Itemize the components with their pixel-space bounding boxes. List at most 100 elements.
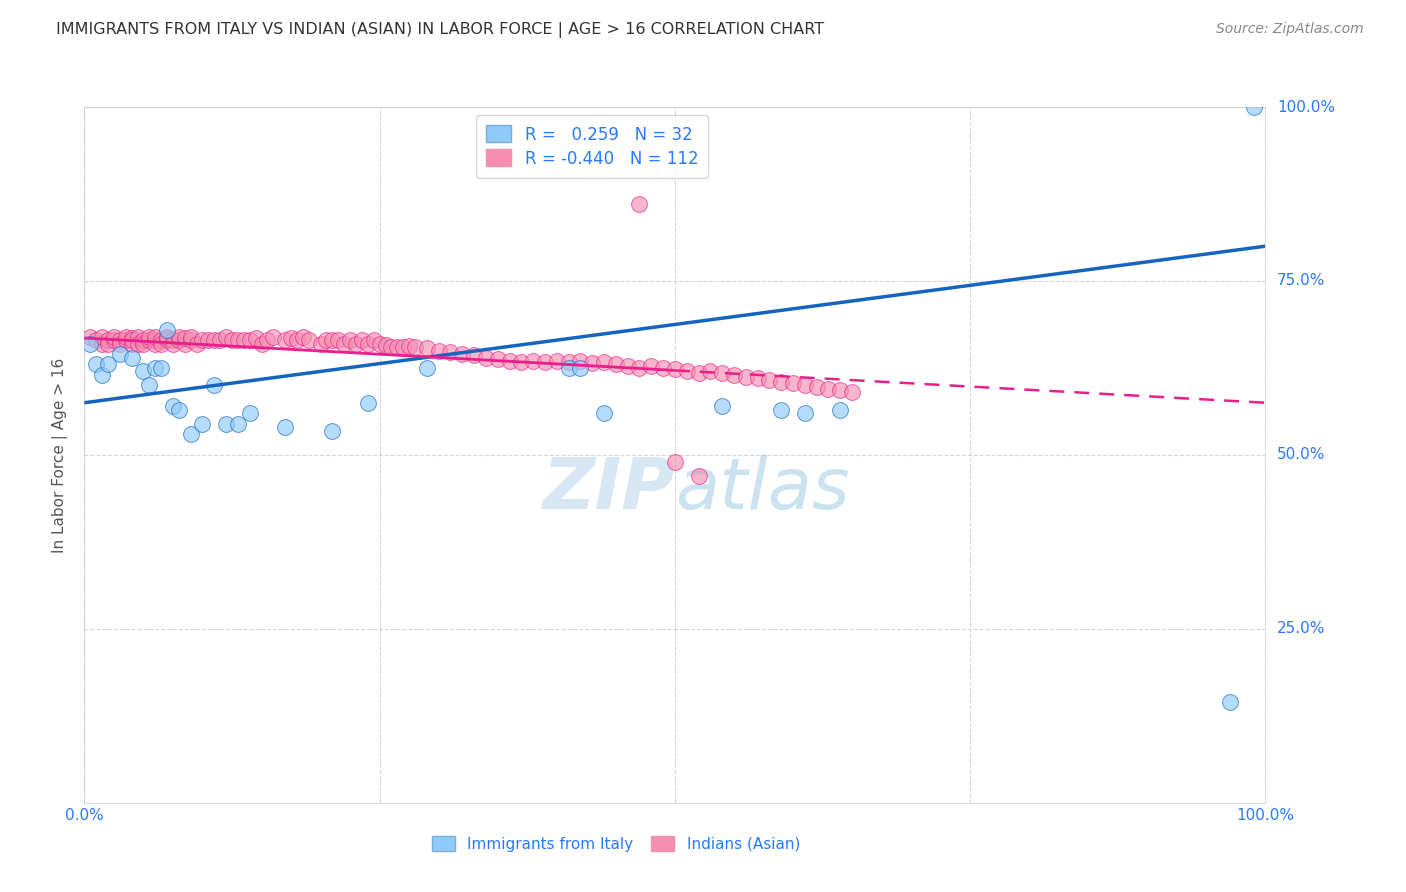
Point (156, 323, 179, 337)
Point (333, 336, 356, 351)
Point (150, 333, 173, 347)
Point (830, 402, 852, 417)
Point (239, 333, 262, 347)
Point (162, 399, 184, 413)
Point (121, 331, 143, 345)
Point (97, 333, 120, 347)
Point (285, 333, 308, 347)
Point (1219, 695, 1241, 709)
Point (557, 355, 579, 369)
Point (723, 368, 745, 382)
Text: 50.0%: 50.0% (1277, 448, 1326, 462)
Text: IMMIGRANTS FROM ITALY VS INDIAN (ASIAN) IN LABOR FORCE | AGE > 16 CORRELATION CH: IMMIGRANTS FROM ITALY VS INDIAN (ASIAN) … (56, 22, 824, 38)
Point (830, 383, 852, 397)
Point (91, 368, 114, 382)
Point (167, 333, 190, 347)
Point (132, 364, 155, 378)
Point (439, 345, 461, 359)
Point (167, 329, 190, 343)
Point (841, 385, 863, 400)
Point (103, 329, 125, 343)
Point (427, 343, 450, 358)
Point (156, 333, 179, 347)
Point (664, 362, 686, 376)
Point (143, 336, 166, 351)
Point (280, 331, 302, 345)
Point (640, 359, 662, 373)
Text: 75.0%: 75.0% (1277, 274, 1326, 288)
Point (162, 336, 184, 351)
Point (416, 342, 439, 356)
Point (398, 339, 420, 353)
Point (569, 354, 592, 368)
Point (167, 402, 190, 417)
Point (344, 336, 367, 351)
Point (138, 329, 160, 343)
Point (215, 417, 238, 431)
Point (84, 358, 107, 372)
Point (374, 338, 396, 352)
Point (782, 376, 804, 391)
Point (226, 417, 249, 431)
Point (664, 455, 686, 469)
Point (793, 406, 815, 420)
Point (688, 468, 710, 483)
Point (498, 354, 520, 368)
Point (534, 355, 557, 369)
Point (628, 360, 651, 375)
Point (91, 329, 114, 343)
Point (221, 333, 243, 347)
Point (162, 333, 184, 347)
Point (546, 354, 568, 368)
Point (108, 347, 131, 361)
Point (114, 333, 136, 347)
Point (581, 356, 603, 370)
Point (628, 197, 651, 211)
Point (150, 360, 173, 375)
Point (357, 336, 380, 351)
Point (758, 373, 780, 387)
Point (475, 351, 498, 365)
Point (339, 333, 361, 347)
Point (143, 333, 166, 347)
Point (416, 360, 439, 375)
Point (363, 333, 385, 347)
Point (699, 364, 721, 378)
Text: ZIP: ZIP (543, 455, 675, 524)
Point (79, 336, 101, 351)
Point (463, 348, 485, 362)
Point (557, 360, 579, 375)
Point (321, 333, 343, 347)
Point (793, 378, 815, 392)
Point (108, 333, 131, 347)
Point (688, 366, 710, 380)
Point (451, 347, 474, 361)
Point (711, 399, 734, 413)
Point (593, 355, 616, 369)
Point (770, 402, 793, 417)
Point (245, 331, 267, 345)
Point (121, 333, 143, 347)
Point (108, 336, 131, 351)
Point (191, 417, 214, 431)
Point (392, 340, 415, 354)
Point (321, 424, 343, 438)
Text: atlas: atlas (675, 455, 849, 524)
Point (309, 336, 332, 351)
Point (97, 358, 120, 372)
Point (806, 380, 828, 394)
Point (138, 378, 160, 392)
Point (380, 340, 402, 354)
Legend: Immigrants from Italy, Indians (Asian): Immigrants from Italy, Indians (Asian) (426, 830, 806, 858)
Point (387, 340, 409, 354)
Point (274, 420, 297, 434)
Point (652, 360, 675, 375)
Point (522, 354, 544, 368)
Point (262, 329, 284, 343)
Point (156, 331, 179, 345)
Point (180, 333, 202, 347)
Point (747, 371, 769, 385)
Point (593, 406, 616, 420)
Point (291, 329, 314, 343)
Point (209, 333, 232, 347)
